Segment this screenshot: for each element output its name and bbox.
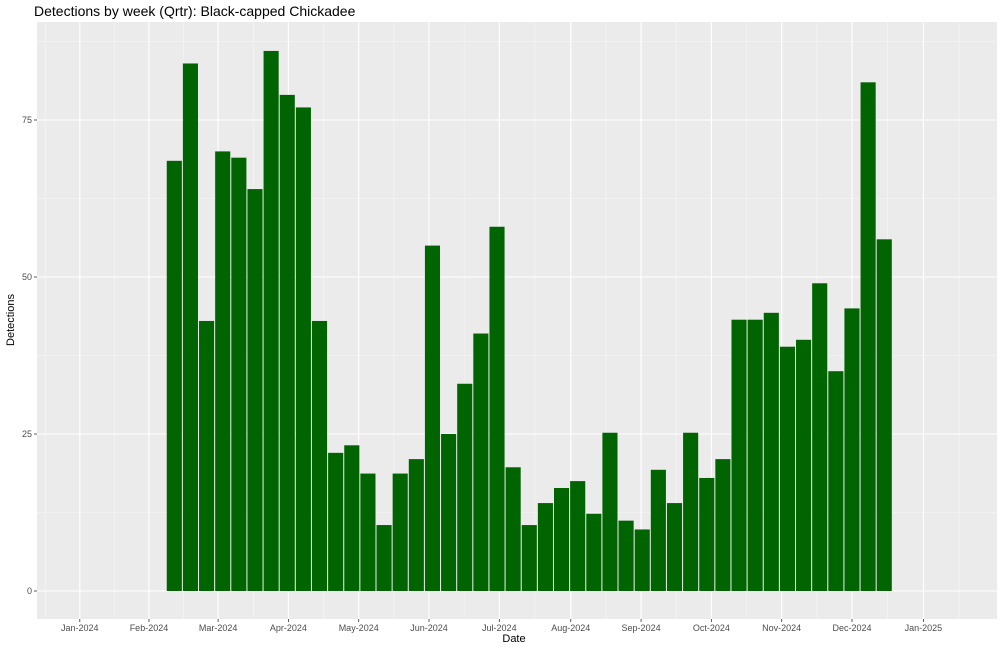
bar: [731, 319, 747, 591]
x-tick-label: Jul-2024: [482, 623, 517, 633]
bar: [215, 151, 231, 591]
x-tick-label: Apr-2024: [270, 623, 307, 633]
bar: [812, 283, 828, 591]
bar: [683, 432, 699, 591]
x-tick-label: Jan-2024: [61, 623, 99, 633]
bar: [876, 239, 892, 591]
bar: [554, 488, 570, 591]
y-tick-label: 75: [22, 115, 32, 125]
bar: [796, 339, 812, 591]
bar: [505, 467, 521, 591]
bar: [166, 160, 182, 591]
bar: [295, 107, 311, 591]
bar: [860, 82, 876, 591]
x-tick-label: Aug-2024: [551, 623, 590, 633]
bar: [263, 50, 279, 592]
bar: [537, 503, 553, 591]
x-tick-label: Nov-2024: [762, 623, 801, 633]
bar: [602, 432, 618, 591]
x-tick-label: Jan-2025: [905, 623, 943, 633]
y-tick-label: 50: [22, 272, 32, 282]
bar: [586, 513, 602, 591]
bar: [441, 434, 457, 591]
bar: [763, 312, 779, 591]
bar: [376, 525, 392, 591]
bar: [199, 320, 215, 591]
bar: [570, 481, 586, 591]
bar: [311, 320, 328, 591]
bar: [650, 469, 666, 591]
x-axis-title: Date: [502, 633, 525, 645]
bar: [328, 452, 344, 591]
x-tick-label: Oct-2024: [693, 623, 730, 633]
bar: [279, 94, 295, 591]
bar: [408, 459, 424, 591]
bar: [489, 226, 505, 591]
x-tick-label: Dec-2024: [832, 623, 871, 633]
bar: [247, 189, 263, 591]
bar: [634, 529, 650, 591]
x-tick-label: Feb-2024: [130, 623, 169, 633]
bar: [457, 383, 473, 591]
y-tick-label: 25: [22, 429, 32, 439]
y-axis-ticks: 0 25 50 75: [22, 115, 37, 596]
bar: [392, 473, 408, 591]
bar: [231, 157, 247, 591]
bar: [521, 525, 537, 591]
x-tick-label: Jun-2024: [410, 623, 448, 633]
bar: [360, 473, 376, 591]
bar: [424, 245, 441, 591]
bar: [747, 319, 763, 591]
y-tick-label: 0: [27, 586, 32, 596]
bar: [844, 308, 860, 591]
bar: [715, 459, 731, 591]
bar: [828, 371, 844, 591]
bar: [666, 503, 683, 591]
bar: [473, 333, 489, 591]
bar: [699, 477, 715, 591]
x-tick-label: Sep-2024: [622, 623, 661, 633]
chart-title: Detections by week (Qrtr): Black-capped …: [34, 3, 356, 19]
x-tick-label: Mar-2024: [199, 623, 238, 633]
y-axis-title: Detections: [5, 294, 17, 346]
bar: [618, 520, 634, 591]
x-tick-label: May-2024: [339, 623, 379, 633]
bar: [779, 346, 795, 591]
bar: [182, 63, 198, 592]
bars: [166, 50, 892, 592]
bar: [344, 445, 360, 591]
x-axis-ticks: Jan-2024 Feb-2024 Mar-2024 Apr-2024 May-2024…: [61, 619, 942, 633]
